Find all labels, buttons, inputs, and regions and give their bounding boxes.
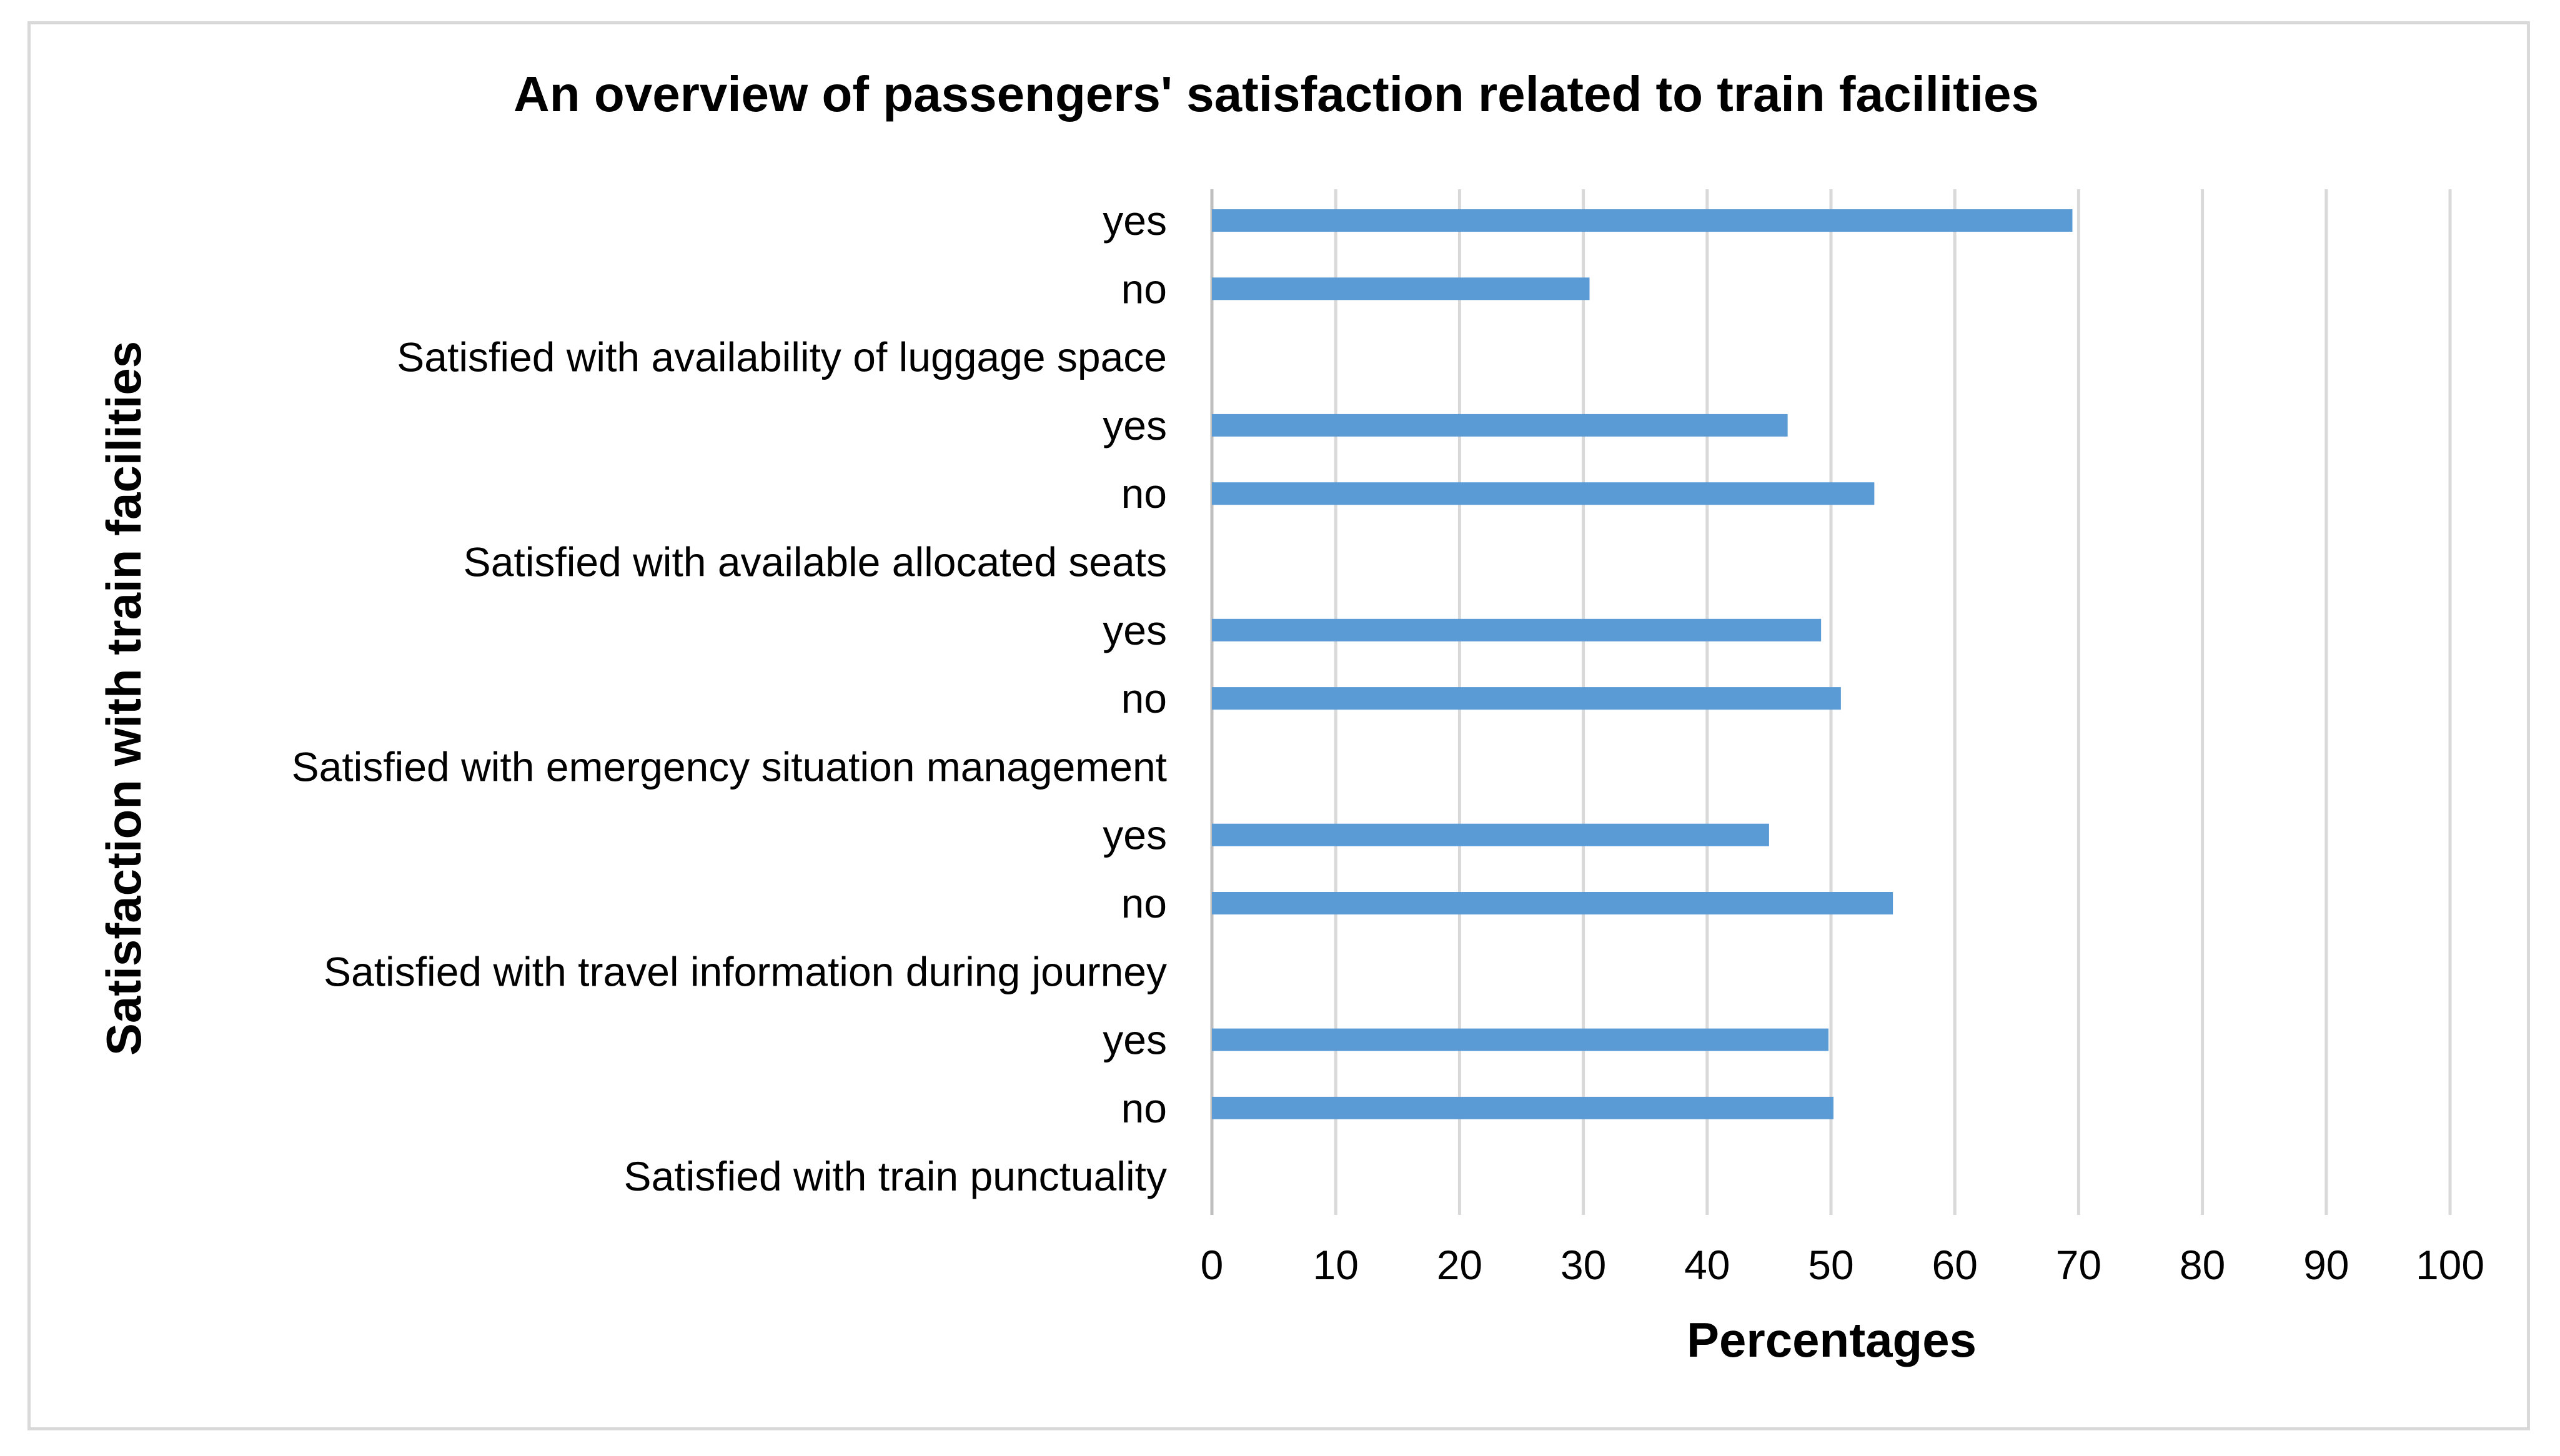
x-tick-label: 20: [1437, 1242, 1482, 1288]
x-tick-label: 80: [2180, 1242, 2225, 1288]
x-axis-title: Percentages: [1687, 1312, 1977, 1367]
bar: [1212, 277, 1590, 300]
category-label: Satisfied with train punctuality: [624, 1153, 1167, 1199]
category-label: no: [1121, 1085, 1167, 1131]
category-labels: yes no Satisfied with availability of lugg…: [292, 197, 1167, 1199]
category-label: yes: [1103, 607, 1167, 653]
chart-frame: [27, 21, 2530, 1430]
category-label: Satisfied with emergency situation manag…: [292, 743, 1167, 790]
bar: [1212, 1096, 1833, 1119]
bar: [1212, 1028, 1829, 1051]
x-tick-label: 70: [2056, 1242, 2101, 1288]
bar: [1212, 482, 1875, 505]
x-tick-label: 60: [1932, 1242, 1977, 1288]
category-label: Satisfied with available allocated seats: [464, 539, 1167, 585]
x-tick-labels: 0 10 20 30 40 50 60 70 80 90 100: [1201, 1242, 2484, 1288]
category-label: Satisfied with availability of luggage s…: [397, 334, 1167, 380]
chart-title: An overview of passengers' satisfaction …: [513, 66, 2039, 122]
bar: [1212, 892, 1893, 914]
bar: [1212, 414, 1788, 437]
category-label: no: [1121, 880, 1167, 926]
bar: [1212, 823, 1769, 846]
y-axis-title: Satisfaction with train facilities: [96, 341, 151, 1056]
category-label: yes: [1103, 1017, 1167, 1063]
x-tick-label: 0: [1201, 1242, 1224, 1288]
category-label: yes: [1103, 402, 1167, 448]
category-label: no: [1121, 265, 1167, 312]
category-label: yes: [1103, 812, 1167, 858]
x-tick-label: 100: [2416, 1242, 2484, 1288]
category-label: no: [1121, 675, 1167, 721]
x-tick-label: 10: [1312, 1242, 1358, 1288]
x-tick-label: 40: [1684, 1242, 1730, 1288]
x-tick-label: 90: [2303, 1242, 2349, 1288]
category-label: no: [1121, 470, 1167, 517]
x-tick-label: 30: [1560, 1242, 1606, 1288]
category-label: yes: [1103, 197, 1167, 244]
bar: [1212, 618, 1822, 641]
x-tick-label: 50: [1808, 1242, 1853, 1288]
bar: [1212, 209, 2073, 232]
bars: [1212, 209, 2073, 1119]
category-label: Satisfied with travel information during…: [324, 948, 1167, 994]
bar: [1212, 687, 1841, 710]
